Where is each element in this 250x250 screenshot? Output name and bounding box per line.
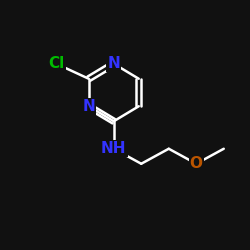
Text: O: O	[190, 156, 203, 171]
Text: NH: NH	[101, 141, 126, 156]
Text: N: N	[108, 56, 120, 71]
Text: Cl: Cl	[48, 56, 64, 71]
Text: N: N	[82, 99, 95, 114]
